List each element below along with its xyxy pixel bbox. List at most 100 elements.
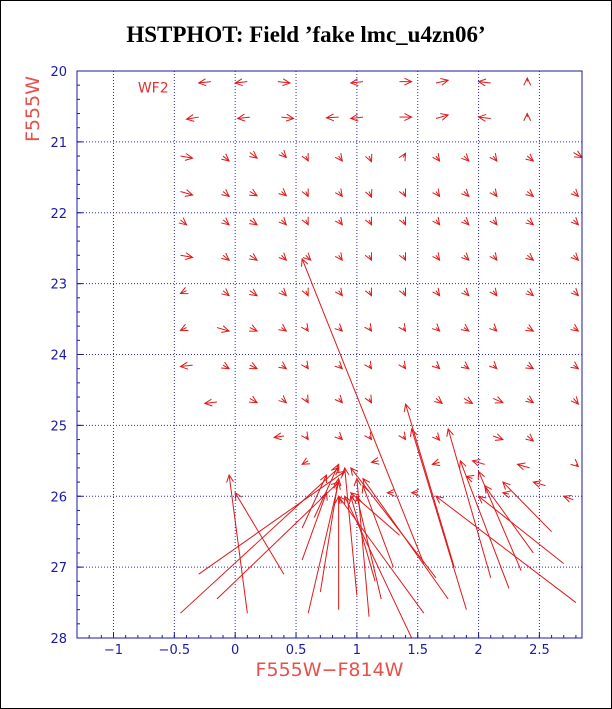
vector-head — [570, 217, 580, 226]
vector-shaft — [356, 478, 370, 617]
vector-arrow — [461, 153, 470, 162]
vector-shaft — [484, 485, 534, 554]
axis-ticks: −1 −0.5 0 0.5 1 1.5 2 2.5 20 21 22 23 24 25 26 27 28 — [50, 65, 577, 658]
vector-head — [332, 463, 340, 473]
vector-arrow — [221, 288, 231, 297]
y-tick-label: 28 — [50, 632, 67, 647]
vector-head — [364, 287, 372, 297]
vector-shaft — [573, 290, 579, 297]
vector-shaft — [435, 495, 577, 603]
vector-arrow — [278, 188, 288, 197]
vector-arrow — [221, 153, 231, 162]
vector-head — [364, 252, 372, 262]
vector-arrow — [349, 78, 364, 87]
vector-shaft — [180, 254, 193, 258]
vector-arrow — [471, 459, 485, 467]
vector-arrow — [334, 252, 343, 262]
vector-shaft — [526, 254, 534, 261]
vector-head — [477, 495, 487, 504]
vector-arrow — [221, 188, 231, 198]
vector-head — [301, 153, 309, 163]
vector-arrow — [489, 188, 498, 198]
vector-head — [221, 217, 231, 226]
vector-field — [178, 76, 583, 639]
vector-arrow — [446, 427, 492, 578]
vector-shaft — [198, 81, 211, 84]
vector-arrow — [203, 398, 217, 407]
vector-arrow — [180, 153, 194, 161]
vector-arrow — [334, 431, 344, 441]
vector-shaft — [478, 495, 565, 564]
vector-arrow — [516, 462, 530, 471]
vector-head — [460, 323, 470, 332]
vector-shaft — [216, 327, 230, 332]
vector-head — [301, 257, 309, 267]
vector-arrow — [334, 153, 343, 162]
vector-arrow — [179, 361, 193, 370]
vector-head — [221, 361, 231, 370]
vector-arrow — [364, 360, 373, 370]
vector-head — [446, 427, 454, 437]
vector-head — [348, 495, 357, 505]
vector-head — [431, 323, 441, 332]
vector-shaft — [526, 155, 534, 162]
vector-arrow — [301, 287, 309, 297]
vector-arrow — [477, 495, 565, 564]
vector-shaft — [563, 495, 574, 501]
vector-head — [494, 433, 504, 441]
vector-head — [337, 495, 346, 505]
vector-arrow — [278, 395, 288, 404]
vector-head — [249, 217, 259, 226]
vector-arrow — [302, 252, 312, 262]
vector-head — [398, 287, 407, 297]
vector-arrow — [365, 189, 373, 199]
vector-head — [477, 113, 487, 122]
vector-arrow — [365, 153, 373, 163]
x-tick-label: −1 — [104, 643, 123, 658]
vector-head — [221, 153, 231, 162]
vector-head — [489, 216, 498, 226]
vector-arrow — [461, 217, 470, 226]
vector-shaft — [411, 428, 467, 610]
vector-head — [432, 216, 441, 226]
vector-arrow — [278, 252, 288, 262]
vector-shaft — [222, 290, 230, 297]
vector-shaft — [198, 471, 345, 575]
vector-shaft — [526, 219, 534, 226]
vector-head — [525, 324, 535, 332]
y-tick-label: 24 — [50, 349, 67, 364]
vector-shaft — [350, 116, 364, 119]
vector-head — [249, 362, 259, 370]
vector-shaft — [228, 474, 248, 614]
vector-arrow — [570, 188, 580, 198]
vector-arrow — [409, 427, 467, 610]
vector-head — [334, 216, 343, 226]
vector-arrow — [570, 361, 580, 370]
vector-shaft — [222, 155, 230, 162]
vector-arrow — [525, 324, 535, 332]
vector-head — [221, 288, 231, 297]
vector-head — [370, 457, 380, 465]
vector-head — [334, 287, 343, 297]
vector-arrow — [570, 458, 580, 468]
vector-head — [461, 252, 470, 262]
vector-arrow — [364, 287, 372, 297]
vector-head — [301, 188, 309, 198]
vector-head — [525, 217, 535, 226]
vector-arrow — [178, 217, 188, 226]
vector-shaft — [463, 254, 470, 261]
vector-arrow — [399, 77, 413, 86]
vector-head — [350, 466, 359, 476]
y-tick-label: 25 — [50, 419, 67, 434]
vector-shaft — [277, 81, 291, 84]
vector-arrow — [570, 287, 580, 297]
vector-head — [341, 466, 350, 476]
vector-head — [432, 432, 441, 442]
vector-arrow — [198, 470, 346, 575]
vector-arrow — [337, 495, 425, 614]
vector-arrow — [489, 252, 498, 262]
vector-shaft — [180, 219, 187, 226]
vector-head — [334, 360, 344, 370]
vector-shaft — [526, 191, 534, 197]
